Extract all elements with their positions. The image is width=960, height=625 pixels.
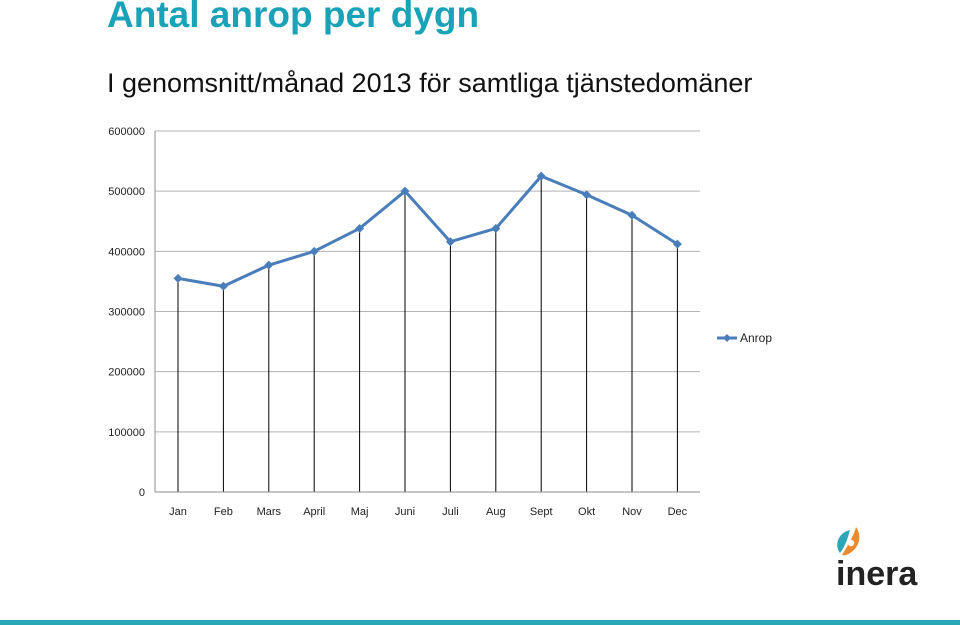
slide-subtitle: I genomsnitt/månad 2013 för samtliga tjä… bbox=[107, 68, 753, 98]
x-tick-label: Juni bbox=[395, 506, 415, 518]
line-chart: 0 100000 200000 300000 400000 500000 600000 Ja… bbox=[108, 126, 772, 518]
x-tick-label: Okt bbox=[578, 506, 595, 518]
slide-title: Antal anrop per dygn bbox=[107, 0, 480, 35]
legend: Anrop bbox=[717, 331, 772, 345]
x-tick-label: Feb bbox=[214, 506, 233, 518]
y-tick-label: 0 bbox=[139, 487, 145, 499]
series-layer bbox=[173, 171, 682, 291]
x-tick-label: Mars bbox=[257, 506, 282, 518]
data-point bbox=[491, 223, 501, 233]
y-tick-label: 100000 bbox=[108, 427, 145, 439]
y-tick-label: 200000 bbox=[108, 367, 145, 379]
x-tick-label: Nov bbox=[622, 506, 642, 518]
legend-label: Anrop bbox=[740, 331, 772, 345]
x-tick-label: Juli bbox=[442, 506, 459, 518]
data-point bbox=[400, 186, 410, 196]
footer-accent-bar bbox=[0, 620, 960, 625]
x-tick-label: Dec bbox=[668, 506, 688, 518]
series-line-anrop bbox=[177, 174, 679, 288]
axes bbox=[154, 131, 700, 493]
x-tick-label: Maj bbox=[351, 506, 369, 518]
logo-wordmark: inera bbox=[836, 555, 918, 591]
y-tick-label: 600000 bbox=[108, 126, 145, 138]
x-axis-ticks: Jan Feb Mars April Maj Juni Juli Aug Sept Okt Nov D… bbox=[169, 506, 688, 518]
data-point bbox=[173, 273, 183, 283]
y-axis-ticks: 0 100000 200000 300000 400000 500000 600000 bbox=[108, 126, 145, 499]
data-point bbox=[264, 260, 274, 270]
legend-swatch-marker bbox=[723, 334, 731, 342]
data-point bbox=[672, 239, 682, 249]
y-tick-label: 300000 bbox=[108, 307, 145, 319]
data-point bbox=[627, 210, 637, 220]
inera-logo: inera bbox=[836, 527, 918, 591]
x-tick-label: Sept bbox=[530, 506, 553, 518]
y-tick-label: 500000 bbox=[108, 186, 145, 198]
logo-mark-icon bbox=[837, 527, 860, 556]
data-point bbox=[582, 190, 592, 200]
x-tick-label: April bbox=[303, 506, 325, 518]
data-point bbox=[445, 237, 455, 247]
drop-lines bbox=[177, 176, 678, 492]
x-tick-label: Aug bbox=[486, 506, 506, 518]
data-point bbox=[309, 246, 319, 256]
y-tick-label: 400000 bbox=[108, 246, 145, 258]
data-point bbox=[218, 281, 228, 291]
x-tick-label: Jan bbox=[169, 506, 187, 518]
grid-lines bbox=[155, 130, 700, 433]
data-point bbox=[536, 171, 546, 181]
data-point bbox=[355, 223, 365, 233]
